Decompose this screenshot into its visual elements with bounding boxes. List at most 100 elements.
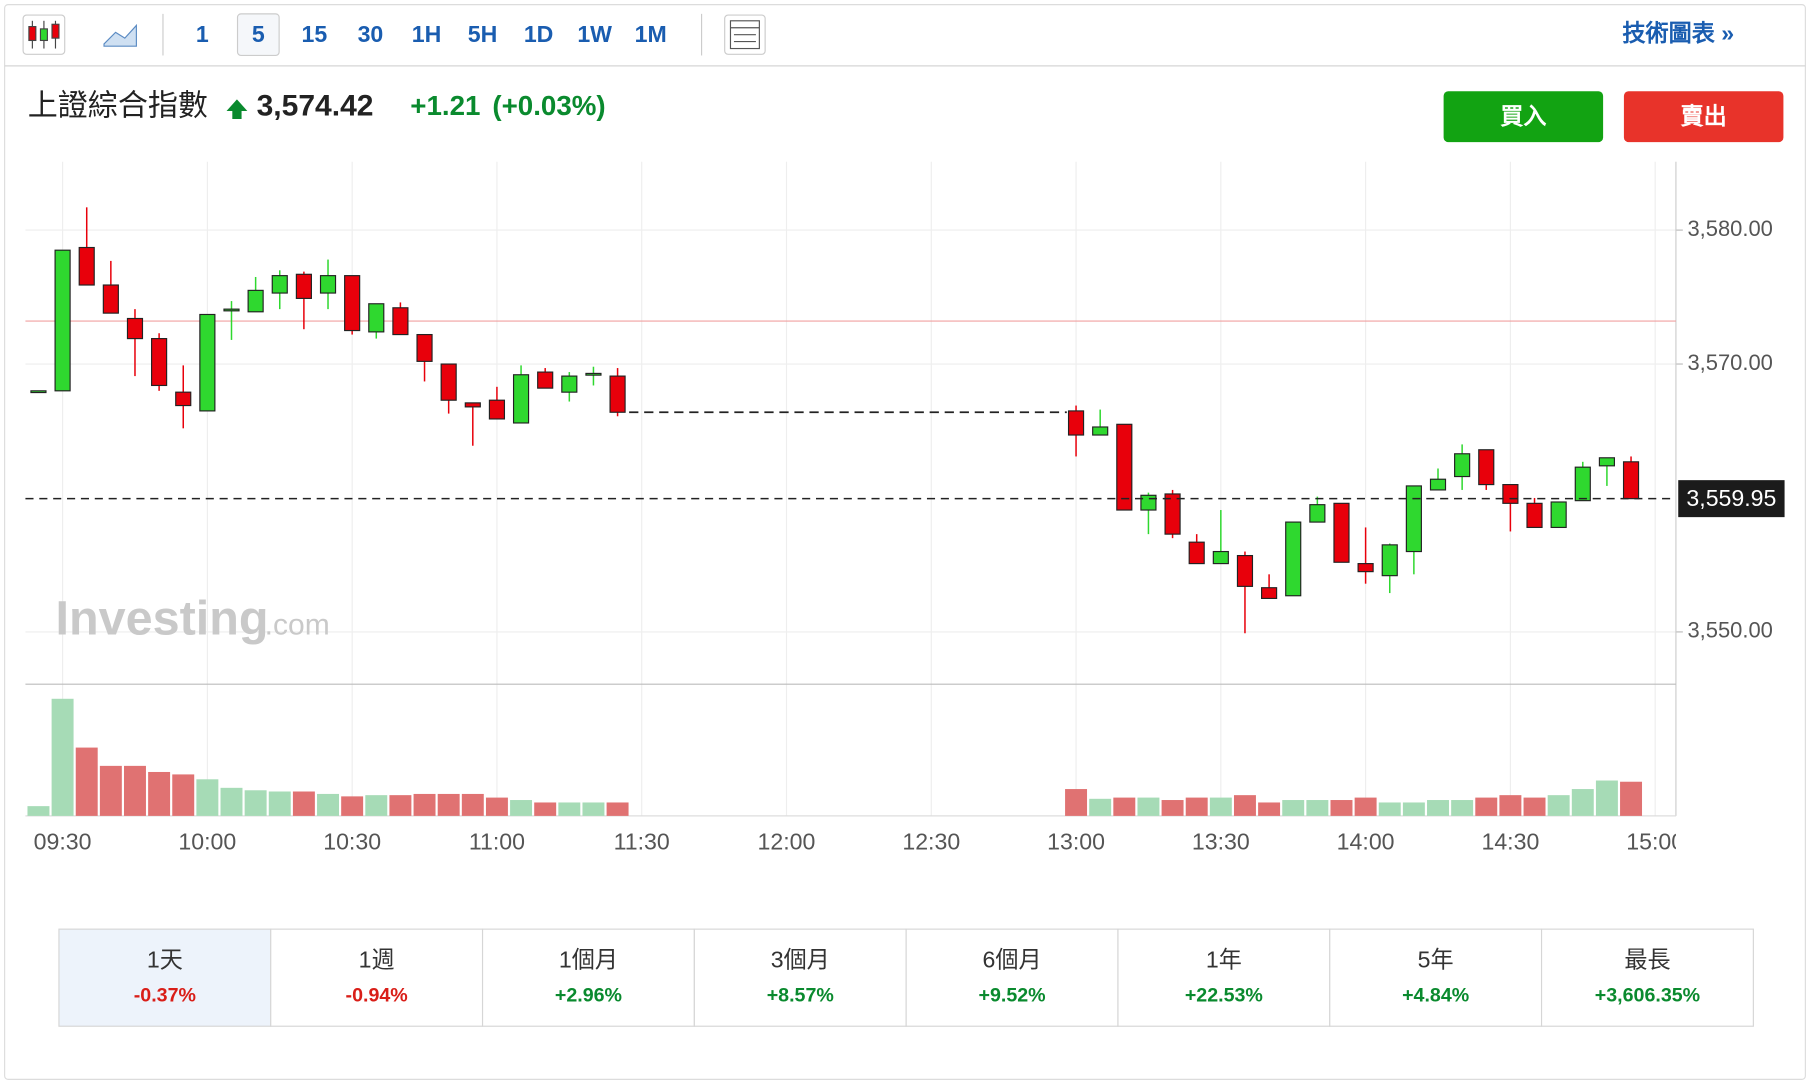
icon-body: [51, 23, 60, 39]
candle-body: [223, 308, 240, 312]
candle-body: [1285, 521, 1302, 597]
period-label[interactable]: 5年: [1418, 947, 1454, 973]
price: 3,574.42: [257, 89, 374, 122]
volume-bar: [1523, 797, 1546, 816]
interval[interactable]: 15: [302, 21, 328, 47]
period-label[interactable]: 3個月: [771, 947, 830, 973]
candle-body: [1357, 563, 1374, 573]
volume-bar: [196, 779, 219, 816]
volume-bar: [1137, 797, 1160, 816]
volume-bar: [268, 791, 291, 816]
period-change[interactable]: +9.52%: [979, 984, 1046, 1006]
period-change[interactable]: -0.94%: [346, 984, 408, 1006]
candle-icon[interactable]: [22, 14, 66, 55]
volume-bar: [1499, 795, 1522, 816]
sell-label[interactable]: 賣出: [1681, 103, 1727, 129]
period-label[interactable]: 1年: [1206, 947, 1242, 973]
interval[interactable]: 1H: [412, 21, 442, 47]
volume-bar: [437, 793, 460, 816]
x-axis: 09:30 10:00 10:30 11:00 11:30 12:00 12:30 13:00…: [34, 829, 1684, 855]
period-cell[interactable]: [58, 928, 272, 1027]
plot: 09:30 10:00 10:30 11:00 11:30 12:00 12:30 13:00…: [25, 161, 1785, 855]
candle-body: [1526, 502, 1543, 529]
icon-body: [28, 26, 37, 42]
candle-body: [151, 338, 168, 387]
period-label[interactable]: 最長: [1624, 947, 1670, 973]
sell-button[interactable]: [1623, 91, 1784, 143]
volume-bar: [365, 795, 388, 816]
x-tick-label: 12:30: [902, 829, 960, 855]
y-tick-label: 3,580.00: [1687, 216, 1772, 241]
candle-body: [1405, 485, 1422, 553]
change-percent: (+0.03%): [492, 90, 605, 121]
candle-body: [488, 399, 506, 420]
volume-bar: [1620, 781, 1643, 816]
volume-bar: [99, 765, 122, 816]
technical-link[interactable]: 技術圖表 »: [1622, 20, 1734, 46]
period-label[interactable]: 1週: [359, 947, 395, 973]
x-tick-label: 14:00: [1337, 829, 1395, 855]
interval[interactable]: 5: [252, 21, 265, 47]
buy-label[interactable]: 買入: [1500, 103, 1546, 129]
period-cell[interactable]: [1117, 928, 1331, 1027]
table-icon[interactable]: [724, 14, 766, 55]
period-change[interactable]: +22.53%: [1185, 984, 1263, 1006]
volume-bar: [1065, 789, 1088, 816]
candle-body: [1309, 504, 1326, 523]
period-change[interactable]: -0.37%: [134, 984, 196, 1006]
period-change[interactable]: +2.96%: [555, 984, 622, 1006]
volume-bar: [1089, 798, 1112, 816]
instrument-name: 上證綜合指數: [28, 89, 208, 122]
period-cell[interactable]: [1329, 928, 1543, 1027]
volume-bar: [1595, 780, 1618, 816]
icon-sheet: [729, 20, 760, 50]
candle-body: [1574, 466, 1591, 502]
x-tick-label: 15:00: [1626, 829, 1684, 855]
volume-bar: [341, 796, 364, 816]
period-change[interactable]: +3,606.35%: [1595, 984, 1700, 1006]
volume-bar: [1378, 802, 1401, 816]
period-change[interactable]: +4.84%: [1402, 984, 1469, 1006]
volume-bar: [148, 771, 171, 816]
change: +1.21: [410, 90, 480, 121]
period-label[interactable]: 6個月: [983, 947, 1042, 973]
period-cell[interactable]: [270, 928, 484, 1027]
interval[interactable]: 5H: [468, 21, 498, 47]
period-cell[interactable]: [693, 928, 907, 1027]
buy-button[interactable]: [1443, 91, 1604, 143]
candle-body: [1067, 410, 1085, 436]
volume-bar: [75, 747, 98, 816]
period-cell[interactable]: [1540, 928, 1754, 1027]
candle-body: [126, 317, 144, 340]
candle-body: [1381, 544, 1398, 577]
interval[interactable]: 1W: [577, 21, 612, 47]
x-tick-label: 09:30: [34, 829, 92, 855]
volume-bar: [123, 765, 146, 816]
interval[interactable]: 1M: [635, 21, 667, 47]
area-icon[interactable]: [103, 23, 137, 47]
volume-bar: [1282, 800, 1305, 816]
volume-bar: [172, 774, 195, 816]
candle-body: [416, 333, 433, 362]
volume-bar: [51, 698, 74, 816]
interval[interactable]: 1: [196, 21, 209, 47]
period-cell[interactable]: [481, 928, 695, 1027]
candle-body: [1333, 502, 1350, 563]
interval[interactable]: 30: [358, 21, 384, 47]
candle-body: [537, 371, 554, 389]
period-label[interactable]: 1個月: [559, 947, 618, 973]
period-change[interactable]: +8.57%: [767, 984, 834, 1006]
candle-body: [247, 289, 264, 313]
interval[interactable]: 1D: [524, 21, 554, 47]
candle-body: [1116, 423, 1133, 511]
period-label[interactable]: 1天: [147, 947, 183, 973]
volume-bar: [1547, 795, 1570, 816]
frame: [4, 4, 1806, 1080]
candle-body: [392, 307, 409, 336]
candle-body: [319, 275, 337, 294]
x-tick-label: 11:30: [614, 829, 670, 855]
volume-bar: [1571, 789, 1594, 816]
period-cell[interactable]: [905, 928, 1119, 1027]
volume-bar: [461, 793, 484, 816]
